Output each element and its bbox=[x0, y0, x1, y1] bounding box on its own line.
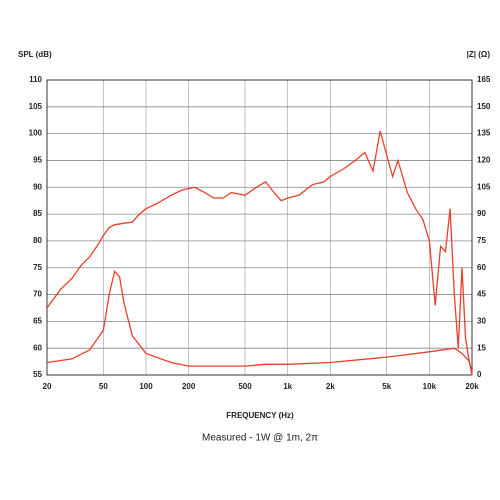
y-axis-label: SPL (dB) bbox=[18, 50, 52, 59]
x-tick-label: 2k bbox=[326, 382, 335, 391]
x-tick-label: 5k bbox=[382, 382, 391, 391]
y2-tick-label: 135 bbox=[477, 129, 491, 138]
y-tick-label: 70 bbox=[33, 290, 42, 299]
plot-frame bbox=[46, 79, 473, 376]
y2-tick-label: 30 bbox=[477, 316, 486, 325]
x-axis-label: FREQUENCY (Hz) bbox=[226, 411, 294, 420]
y-tick-label: 85 bbox=[33, 209, 42, 218]
x-tick-label: 500 bbox=[238, 382, 252, 391]
y2-tick-label: 90 bbox=[477, 209, 486, 218]
x-tick-label: 50 bbox=[99, 382, 108, 391]
y2-tick-label: 105 bbox=[477, 182, 491, 191]
y2-tick-label: 75 bbox=[477, 236, 486, 245]
data-line bbox=[46, 269, 473, 372]
x-tick-label: 20 bbox=[43, 382, 52, 391]
y2-tick-label: 15 bbox=[477, 343, 486, 352]
y-tick-label: 65 bbox=[33, 316, 42, 325]
y-tick-label: 105 bbox=[29, 102, 43, 111]
x-tick-label: 10k bbox=[423, 382, 437, 391]
x-tick-label: 100 bbox=[139, 382, 153, 391]
y-tick-label: 60 bbox=[33, 343, 42, 352]
y2-tick-label: 150 bbox=[477, 102, 491, 111]
y-tick-label: 90 bbox=[33, 182, 42, 191]
data-line bbox=[46, 130, 473, 376]
y-tick-label: 75 bbox=[33, 263, 42, 272]
y-tick-label: 55 bbox=[33, 370, 42, 379]
x-tick-label: 20k bbox=[465, 382, 479, 391]
x-tick-label: 200 bbox=[182, 382, 196, 391]
subtitle: Measured - 1W @ 1m, 2π bbox=[202, 433, 318, 444]
y-tick-label: 110 bbox=[29, 75, 42, 84]
y2-tick-label: 165 bbox=[477, 75, 491, 84]
y-tick-label: 95 bbox=[33, 156, 42, 165]
y2-axis-label: |Z| (Ω) bbox=[467, 50, 491, 59]
y-tick-label: 100 bbox=[29, 129, 43, 138]
x-tick-label: 1k bbox=[283, 382, 292, 391]
y2-tick-label: 60 bbox=[477, 263, 486, 272]
y2-tick-label: 0 bbox=[477, 370, 482, 379]
y-tick-label: 80 bbox=[33, 236, 42, 245]
y2-tick-label: 45 bbox=[477, 290, 486, 299]
y2-tick-label: 120 bbox=[477, 156, 491, 165]
